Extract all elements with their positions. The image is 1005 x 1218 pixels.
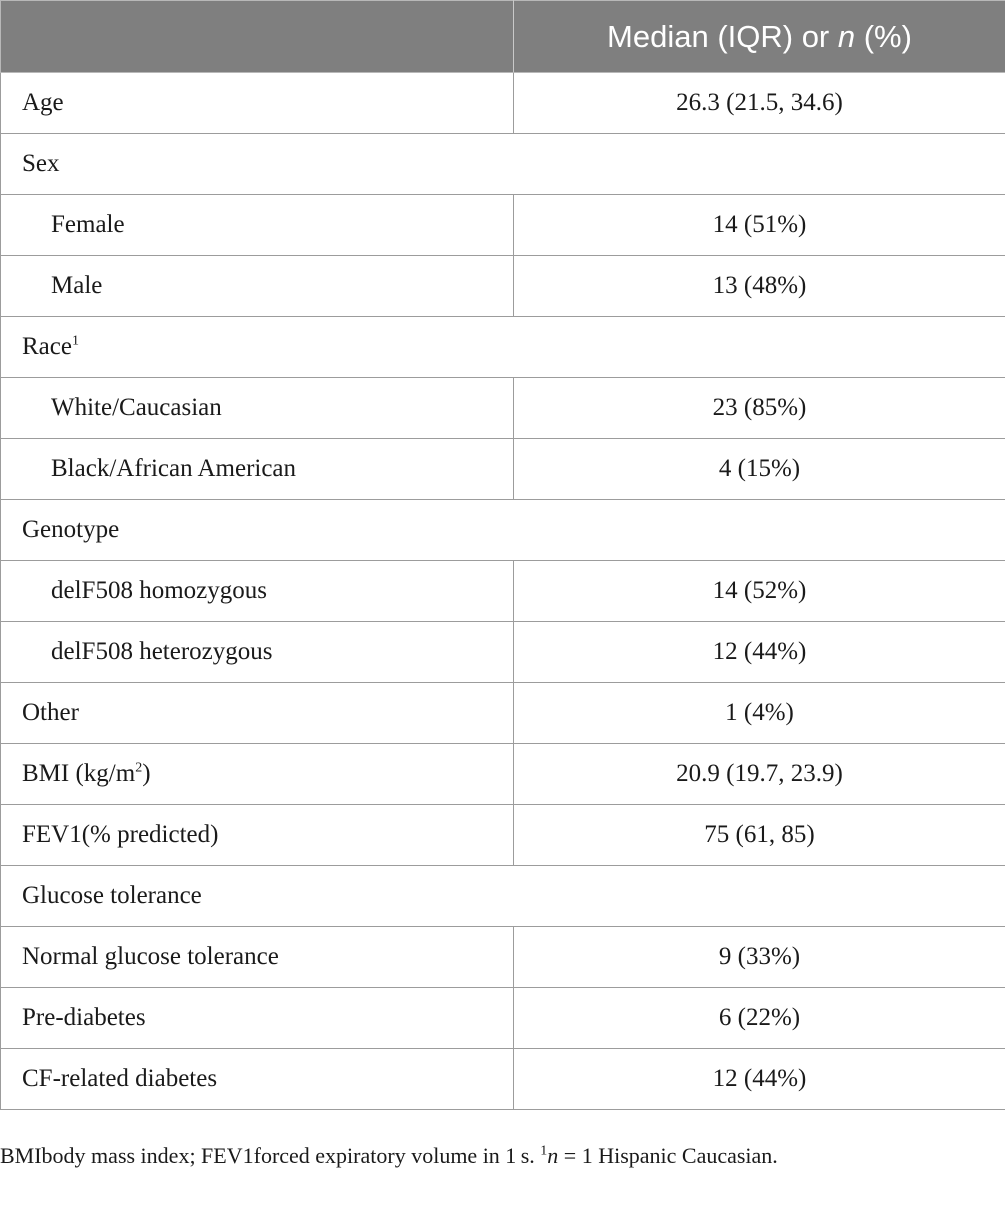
row-label-text: BMI (kg/m	[22, 760, 136, 787]
demographics-table: Median (IQR) or n (%) Age 26.3 (21.5, 34…	[0, 0, 1005, 1110]
header-median-text: Median (IQR) or	[607, 18, 838, 54]
table-row-pre-diabetes: Pre-diabetes 6 (22%)	[0, 987, 1005, 1049]
row-label: Sex	[0, 133, 514, 195]
header-row: Median (IQR) or n (%)	[0, 0, 1005, 73]
row-label-bmi: BMI (kg/m2)	[0, 743, 514, 805]
row-value: 13 (48%)	[513, 255, 1005, 317]
footnote-marker: 1	[540, 1143, 548, 1159]
table-footnote: BMIbody mass index; FEV1forced expirator…	[0, 1143, 1005, 1169]
table-row-cf-diabetes: CF-related diabetes 12 (44%)	[0, 1048, 1005, 1110]
row-label: FEV1(% predicted)	[0, 804, 514, 866]
table-row-male: Male 13 (48%)	[0, 255, 1005, 317]
row-value: 14 (51%)	[513, 194, 1005, 256]
row-value	[513, 499, 1005, 561]
footnote-hispanic-text: = 1 Hispanic Caucasian.	[558, 1143, 778, 1168]
row-label: CF-related diabetes	[0, 1048, 514, 1110]
table-row-heterozygous: delF508 heterozygous 12 (44%)	[0, 621, 1005, 683]
table-row-genotype: Genotype	[0, 499, 1005, 561]
table-row-female: Female 14 (51%)	[0, 194, 1005, 256]
header-percent-text: (%)	[855, 18, 912, 54]
header-median-iqr: Median (IQR) or n (%)	[513, 0, 1005, 73]
table-row-normal-glucose: Normal glucose tolerance 9 (33%)	[0, 926, 1005, 988]
row-label: delF508 homozygous	[0, 560, 514, 622]
row-value: 20.9 (19.7, 23.9)	[513, 743, 1005, 805]
table-row-sex: Sex	[0, 133, 1005, 195]
row-label: Pre-diabetes	[0, 987, 514, 1049]
footnote-marker: 1	[71, 333, 79, 349]
row-label: White/Caucasian	[0, 377, 514, 439]
row-label-text: Race	[22, 333, 72, 360]
header-empty-cell	[0, 0, 514, 73]
footnote-n-italic: n	[547, 1143, 559, 1168]
table-row-homozygous: delF508 homozygous 14 (52%)	[0, 560, 1005, 622]
row-label: Genotype	[0, 499, 514, 561]
superscript-2: 2	[135, 760, 143, 776]
row-value: 6 (22%)	[513, 987, 1005, 1049]
table-row-fev1: FEV1(% predicted) 75 (61, 85)	[0, 804, 1005, 866]
row-label: Other	[0, 682, 514, 744]
row-value: 26.3 (21.5, 34.6)	[513, 72, 1005, 134]
table-row-race: Race1	[0, 316, 1005, 378]
row-value	[513, 316, 1005, 378]
row-value: 12 (44%)	[513, 1048, 1005, 1110]
footnote-abbreviations: BMIbody mass index; FEV1forced expirator…	[0, 1143, 541, 1168]
row-value: 4 (15%)	[513, 438, 1005, 500]
row-label-race: Race1	[0, 316, 514, 378]
row-label: Black/African American	[0, 438, 514, 500]
row-label: delF508 heterozygous	[0, 621, 514, 683]
row-label: Age	[0, 72, 514, 134]
row-value: 1 (4%)	[513, 682, 1005, 744]
table-row-other: Other 1 (4%)	[0, 682, 1005, 744]
row-value	[513, 133, 1005, 195]
row-label: Normal glucose tolerance	[0, 926, 514, 988]
row-value: 23 (85%)	[513, 377, 1005, 439]
row-value: 75 (61, 85)	[513, 804, 1005, 866]
row-label: Female	[0, 194, 514, 256]
header-n-italic: n	[837, 18, 856, 54]
row-label-suffix: )	[142, 760, 151, 787]
table-row-glucose-tolerance: Glucose tolerance	[0, 865, 1005, 927]
table-row-black: Black/African American 4 (15%)	[0, 438, 1005, 500]
row-value: 9 (33%)	[513, 926, 1005, 988]
row-label: Glucose tolerance	[0, 865, 514, 927]
row-value: 12 (44%)	[513, 621, 1005, 683]
table-row-bmi: BMI (kg/m2) 20.9 (19.7, 23.9)	[0, 743, 1005, 805]
row-label: Male	[0, 255, 514, 317]
table-row-white: White/Caucasian 23 (85%)	[0, 377, 1005, 439]
row-value: 14 (52%)	[513, 560, 1005, 622]
row-value	[513, 865, 1005, 927]
table-row-age: Age 26.3 (21.5, 34.6)	[0, 72, 1005, 134]
